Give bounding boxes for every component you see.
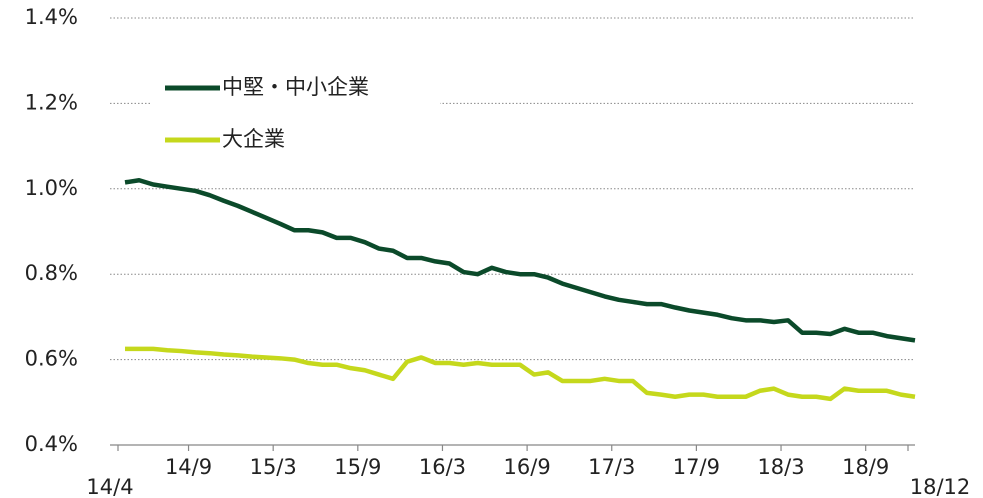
x-tick-label: 18/9 (842, 455, 889, 479)
x-tick-label: 14/9 (165, 455, 212, 479)
y-tick-label: 0.4% (25, 432, 78, 456)
y-tick-label: 0.8% (25, 261, 78, 285)
series-line (125, 346, 916, 402)
x-tick-label: 18/3 (757, 455, 804, 479)
x-tick-label: 17/3 (588, 455, 635, 479)
x-tick-label: 18/12 (910, 475, 971, 498)
x-tick-label: 16/9 (504, 455, 551, 479)
legend-box (150, 66, 440, 166)
y-tick-label: 1.2% (25, 90, 78, 114)
x-tick-label: 15/3 (250, 455, 297, 479)
x-tick-label: 15/9 (334, 455, 381, 479)
legend-label: 大企業 (222, 127, 285, 151)
y-tick-label: 1.4% (25, 5, 78, 29)
y-tick-label: 0.6% (25, 347, 78, 371)
legend-label: 中堅・中小企業 (222, 75, 369, 99)
x-tick-label: 17/9 (673, 455, 720, 479)
y-tick-label: 1.0% (25, 176, 78, 200)
series-line (124, 178, 916, 343)
x-tick-label: 14/4 (86, 475, 133, 498)
x-tick-label: 16/3 (419, 455, 466, 479)
